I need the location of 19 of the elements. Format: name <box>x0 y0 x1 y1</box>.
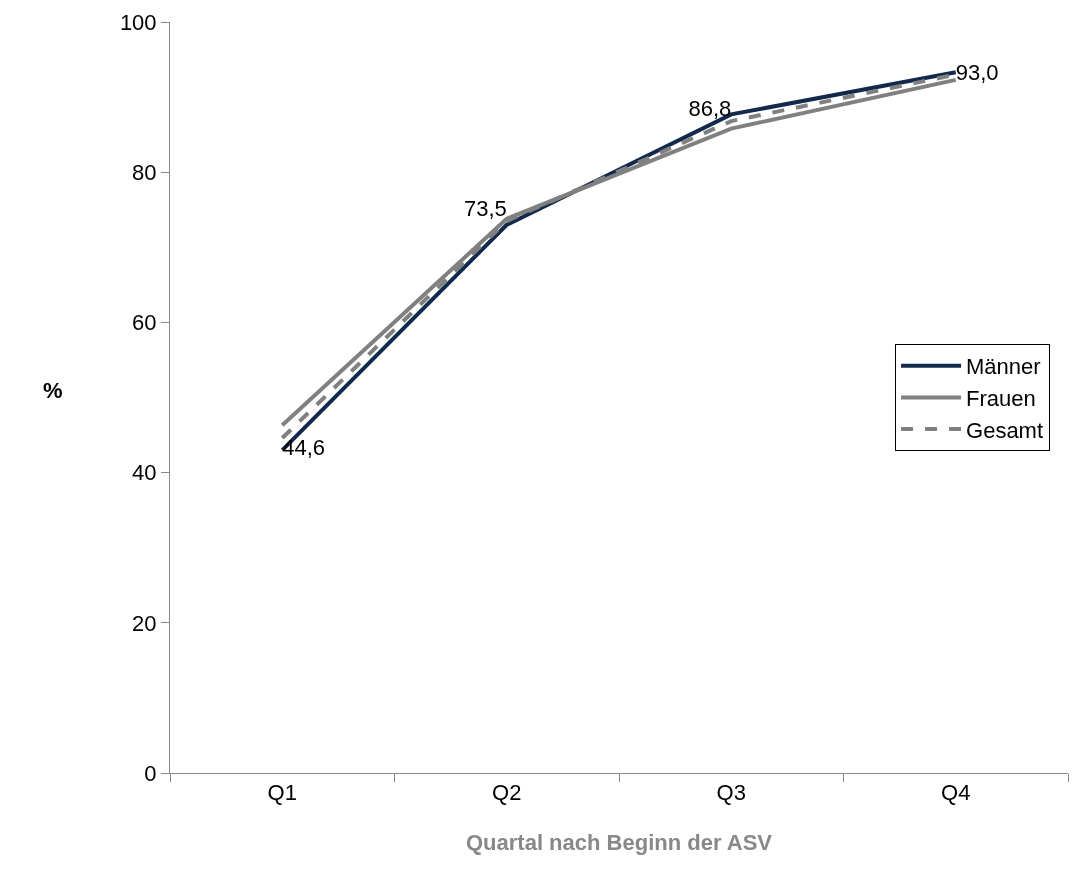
x-tick-label: Q4 <box>941 780 971 806</box>
y-tick-label: 80 <box>132 159 157 185</box>
x-tick-label: Q2 <box>492 780 522 806</box>
y-tick-label: 20 <box>132 610 157 636</box>
x-tick-label: Q1 <box>267 780 297 806</box>
data-label: 93,0 <box>955 60 999 86</box>
y-axis-title: % <box>42 377 63 403</box>
y-tick-label: 60 <box>132 310 157 336</box>
y-tick-label: 40 <box>132 460 157 486</box>
y-tick-label: 0 <box>144 760 157 786</box>
legend-label: Männer <box>966 354 1041 380</box>
x-axis-title: Quartal nach Beginn der ASV <box>465 830 773 856</box>
data-label: 86,8 <box>688 95 732 121</box>
y-tick-label: 100 <box>119 9 157 35</box>
x-tick-label: Q3 <box>716 780 746 806</box>
legend-label: Gesamt <box>966 417 1044 443</box>
data-label: 44,6 <box>282 434 326 460</box>
data-label: 73,5 <box>463 195 507 221</box>
legend-label: Frauen <box>966 385 1036 411</box>
